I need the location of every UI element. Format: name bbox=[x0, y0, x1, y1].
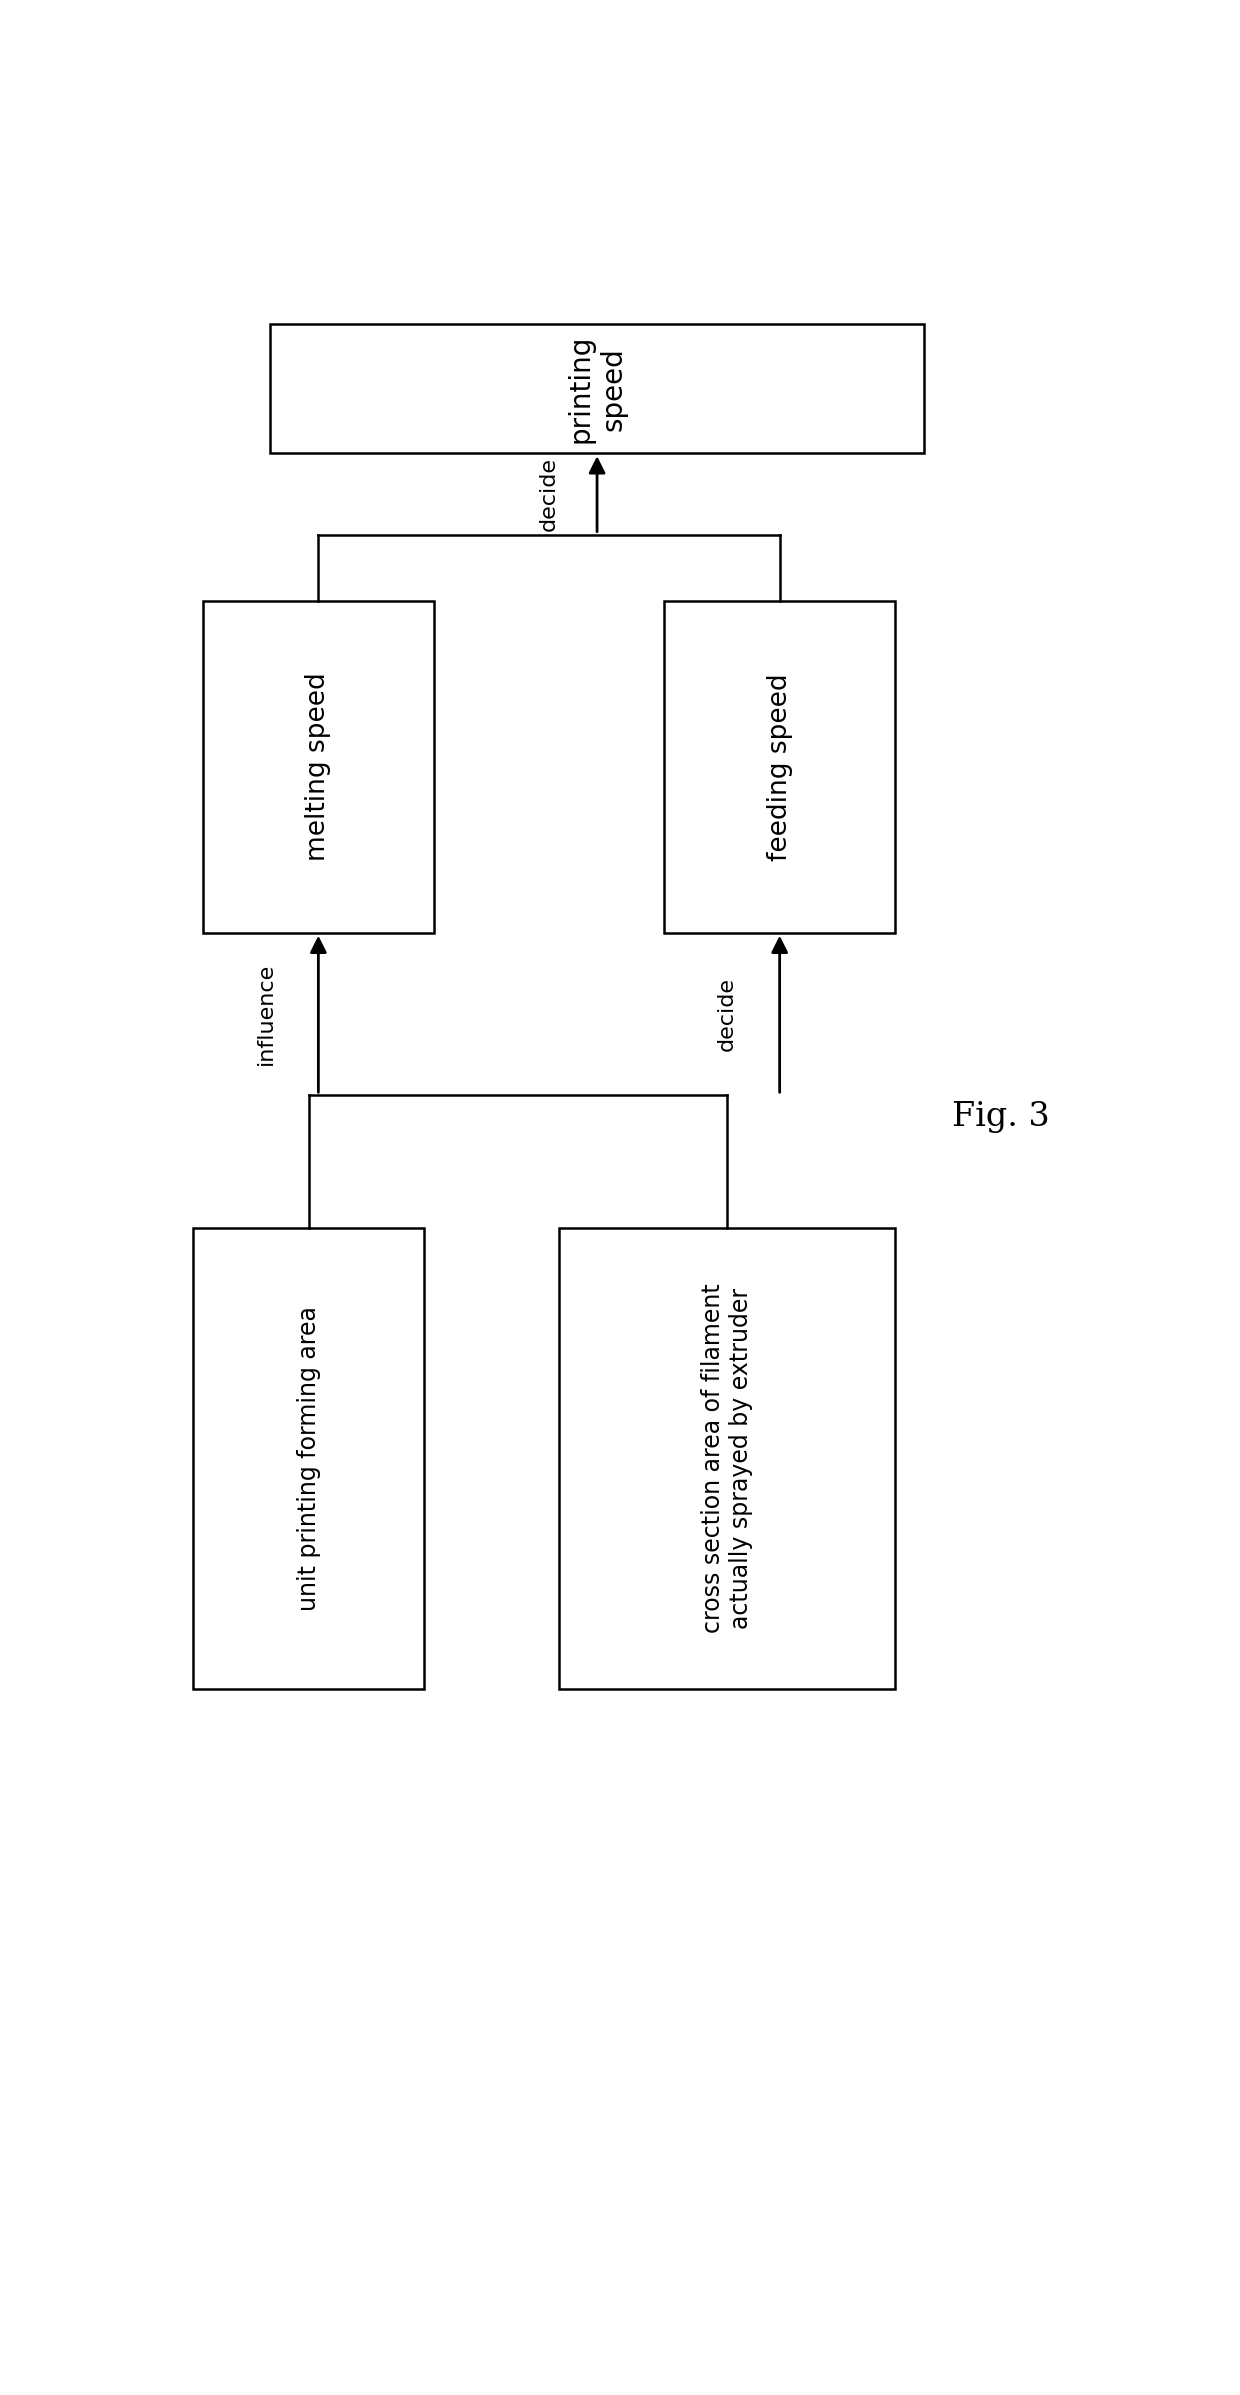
Text: printing
speed: printing speed bbox=[567, 335, 627, 443]
Text: decide: decide bbox=[539, 457, 559, 532]
Text: unit printing forming area: unit printing forming area bbox=[296, 1305, 321, 1612]
Bar bbox=[270, 323, 924, 453]
Text: feeding speed: feeding speed bbox=[766, 673, 792, 860]
Text: melting speed: melting speed bbox=[305, 673, 331, 862]
Bar bbox=[665, 601, 895, 932]
Text: cross section area of filament
actually sprayed by extruder: cross section area of filament actually … bbox=[701, 1284, 753, 1633]
Text: Fig. 3: Fig. 3 bbox=[952, 1102, 1049, 1133]
Text: decide: decide bbox=[717, 977, 737, 1051]
Bar bbox=[203, 601, 434, 932]
Bar bbox=[558, 1229, 895, 1688]
Bar bbox=[193, 1229, 424, 1688]
Text: influence: influence bbox=[255, 963, 275, 1066]
